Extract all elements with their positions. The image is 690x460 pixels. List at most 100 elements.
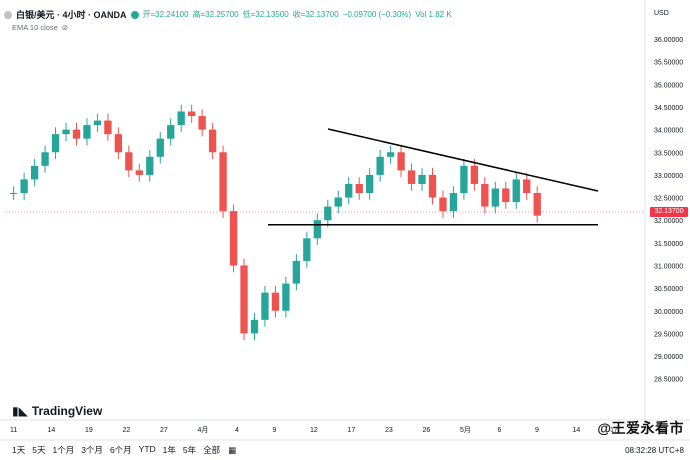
x-tick-8: 12 bbox=[310, 427, 318, 434]
x-tick-1: 14 bbox=[48, 427, 56, 434]
candle-body-24 bbox=[261, 292, 269, 320]
x-tick-15: 14 bbox=[573, 427, 581, 434]
timeframe-2[interactable]: 1个月 bbox=[52, 445, 75, 455]
candle-body-28 bbox=[303, 238, 311, 261]
indicator-label[interactable]: EMA 10 close bbox=[12, 23, 58, 32]
candle-body-40 bbox=[428, 174, 437, 198]
current-price-tag: 32.13700 bbox=[650, 207, 688, 217]
status-dot-icon bbox=[130, 10, 139, 19]
candle-body-17 bbox=[188, 111, 196, 117]
y-tick-13: 29.50000 bbox=[654, 331, 683, 338]
candle-body-43 bbox=[460, 165, 468, 194]
x-tick-16: 17 bbox=[610, 427, 618, 434]
candle-body-21 bbox=[229, 211, 238, 266]
candle-body-50 bbox=[533, 193, 541, 216]
y-tick-1: 35.50000 bbox=[654, 60, 683, 67]
candle-body-29 bbox=[313, 220, 321, 239]
candle-body-0 bbox=[10, 193, 18, 195]
x-tick-6: 4 bbox=[235, 427, 239, 434]
x-tick-9: 17 bbox=[348, 427, 356, 434]
candle-body-42 bbox=[449, 193, 458, 212]
candle-body-31 bbox=[334, 197, 342, 207]
candle-body-38 bbox=[407, 170, 416, 184]
x-tick-0: 11 bbox=[10, 427, 17, 434]
candle-body-6 bbox=[72, 129, 81, 139]
candle-body-25 bbox=[271, 292, 280, 311]
candle-body-16 bbox=[177, 111, 185, 126]
currency-label[interactable]: USD bbox=[654, 10, 669, 17]
candle-body-10 bbox=[114, 134, 123, 153]
timeframe-3[interactable]: 3个月 bbox=[81, 445, 103, 455]
candle-body-37 bbox=[397, 152, 405, 171]
x-tick-7: 9 bbox=[273, 427, 277, 434]
candle-body-15 bbox=[167, 125, 175, 139]
calendar-icon[interactable]: ▦ bbox=[228, 444, 237, 455]
candle-body-26 bbox=[282, 283, 290, 311]
candle-body-14 bbox=[156, 138, 164, 157]
legend-open: 开=32.24100 bbox=[142, 10, 189, 19]
x-tick-4: 27 bbox=[160, 427, 168, 434]
x-tick-11: 26 bbox=[423, 427, 431, 434]
y-tick-10: 31.00000 bbox=[654, 263, 683, 270]
timeframe-0[interactable]: 1天 bbox=[12, 445, 26, 455]
descending-trend-line bbox=[327, 128, 599, 192]
candle-body-49 bbox=[523, 179, 531, 194]
legend-close: 收=32.13700 bbox=[292, 10, 339, 19]
indicator-row[interactable]: EMA 10 close ⊘ bbox=[12, 23, 68, 32]
candle-body-13 bbox=[146, 156, 154, 175]
candle-body-12 bbox=[135, 170, 143, 175]
y-tick-11: 30.50000 bbox=[654, 286, 683, 293]
y-tick-9: 31.50000 bbox=[654, 241, 683, 248]
candle-body-39 bbox=[418, 174, 426, 184]
timeframe-1[interactable]: 5天 bbox=[32, 445, 46, 455]
candle-body-27 bbox=[292, 260, 301, 284]
tradingview-logo[interactable]: ▮◣ TradingView bbox=[12, 404, 103, 418]
candle-body-9 bbox=[104, 120, 112, 135]
timeframe-4[interactable]: 6个月 bbox=[109, 445, 132, 455]
x-tick-10: 23 bbox=[385, 427, 393, 434]
y-tick-2: 35.00000 bbox=[654, 82, 683, 89]
y-tick-8: 32.00000 bbox=[654, 218, 683, 225]
candle-body-20 bbox=[219, 152, 227, 212]
watermark: @王爱永看市 bbox=[597, 420, 684, 436]
candle-body-33 bbox=[355, 183, 363, 194]
x-tick-12: 5月 bbox=[460, 426, 471, 434]
x-tick-2: 19 bbox=[85, 427, 93, 434]
clock[interactable]: 08:32:28 UTC+8 bbox=[625, 445, 684, 455]
candle-body-45 bbox=[481, 183, 489, 207]
candle-body-44 bbox=[470, 165, 479, 184]
y-tick-4: 34.00000 bbox=[654, 128, 683, 135]
timeframe-7[interactable]: 5年 bbox=[182, 445, 197, 455]
symbol-label[interactable]: 白银/美元 · 4小时 · OANDA bbox=[16, 10, 127, 20]
legend-volume: Vol 1.82 K bbox=[415, 10, 452, 19]
timeframe-8[interactable]: 全部 bbox=[203, 445, 221, 455]
y-tick-7: 32.50000 bbox=[654, 196, 683, 203]
candle-body-18 bbox=[198, 116, 206, 130]
legend-change: −0.09700 (−0.30%) bbox=[342, 10, 412, 19]
x-tick-3: 22 bbox=[123, 427, 131, 434]
legend-high: 高=32.25700 bbox=[192, 10, 239, 19]
candle-body-36 bbox=[386, 152, 395, 157]
legend-low: 低=32.13500 bbox=[242, 10, 289, 19]
candle-body-19 bbox=[208, 129, 217, 153]
candle-body-23 bbox=[250, 319, 259, 334]
timeframe-5[interactable]: YTD bbox=[138, 444, 156, 454]
eye-icon[interactable]: ⊘ bbox=[61, 23, 69, 32]
candle-body-41 bbox=[439, 197, 447, 212]
y-tick-12: 30.00000 bbox=[654, 309, 683, 316]
candle-body-30 bbox=[324, 206, 332, 221]
y-tick-5: 33.50000 bbox=[654, 150, 683, 157]
candle-body-3 bbox=[41, 152, 49, 166]
y-tick-15: 28.50000 bbox=[654, 377, 683, 384]
candle-body-11 bbox=[125, 152, 133, 171]
chart-legend: 白银/美元 · 4小时 · OANDA 开=32.24100 高=32.2570… bbox=[4, 8, 452, 21]
x-tick-5: 4月 bbox=[198, 426, 209, 434]
x-tick-13: 6 bbox=[498, 427, 502, 434]
candle-body-4 bbox=[51, 134, 60, 153]
candle-body-34 bbox=[366, 174, 374, 194]
timeframe-6[interactable]: 1年 bbox=[162, 445, 176, 455]
candle-body-32 bbox=[345, 183, 353, 198]
symbol-icon bbox=[4, 10, 12, 19]
y-tick-14: 29.00000 bbox=[654, 354, 683, 361]
